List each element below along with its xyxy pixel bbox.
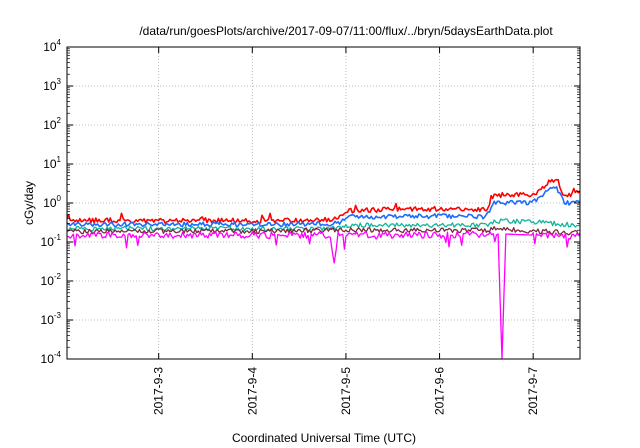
- series-line-1: [66, 178, 581, 224]
- y-tick-label: 104: [43, 38, 61, 54]
- series-line-2: [66, 186, 581, 228]
- grid: [67, 47, 580, 359]
- x-tick-label: 2017-9-7: [526, 367, 540, 415]
- series-line-5: [66, 230, 581, 360]
- series-line-4: [66, 226, 581, 236]
- y-tick-label: 102: [43, 116, 61, 132]
- x-tick-label: 2017-9-4: [245, 367, 259, 415]
- y-tick-label: 10-4: [41, 350, 62, 366]
- y-tick-label: 10-1: [41, 233, 62, 249]
- x-axis-label: Coordinated Universal Time (UTC): [232, 431, 416, 445]
- y-tick-label: 10-2: [41, 272, 62, 288]
- series-group: [66, 178, 581, 360]
- y-tick-label: 101: [43, 155, 61, 171]
- x-tick-label: 2017-9-3: [152, 367, 166, 415]
- series-line-3: [66, 218, 581, 232]
- x-axis: 2017-9-3 2017-9-4 2017-9-5 2017-9-6 2017-9-7: [152, 47, 540, 415]
- y-axis-label: cGy/day: [22, 181, 36, 225]
- y-tick-label: 10-3: [41, 311, 62, 327]
- y-tick-label: 103: [43, 77, 61, 93]
- y-axis: 10-4 10-3 10-2 10-1 100 101 102 103 104: [41, 38, 580, 366]
- x-tick-label: 2017-9-6: [433, 367, 447, 415]
- chart-title: /data/run/goesPlots/archive/2017-09-07/1…: [139, 24, 553, 38]
- x-tick-label: 2017-9-5: [339, 367, 353, 415]
- y-tick-label: 100: [43, 194, 61, 210]
